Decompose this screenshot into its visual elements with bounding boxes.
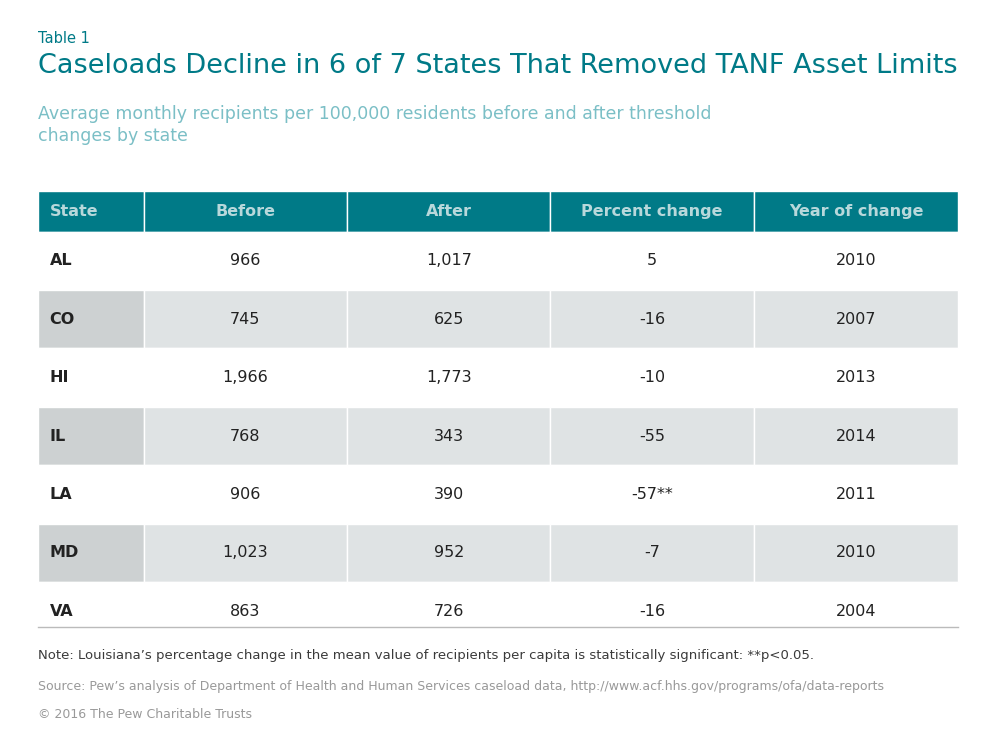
Text: 745: 745 xyxy=(230,312,260,327)
Text: 390: 390 xyxy=(434,487,464,502)
Text: © 2016 The Pew Charitable Trusts: © 2016 The Pew Charitable Trusts xyxy=(38,708,251,721)
Text: Table 1: Table 1 xyxy=(38,31,89,46)
Text: 2004: 2004 xyxy=(836,604,876,619)
Text: 1,023: 1,023 xyxy=(223,545,268,560)
Text: -55: -55 xyxy=(640,428,665,444)
Text: -16: -16 xyxy=(640,604,665,619)
Text: Note: Louisiana’s percentage change in the mean value of recipients per capita i: Note: Louisiana’s percentage change in t… xyxy=(38,649,814,662)
Text: 863: 863 xyxy=(230,604,260,619)
Text: 5: 5 xyxy=(647,253,657,269)
Text: 1,773: 1,773 xyxy=(426,370,471,385)
Text: MD: MD xyxy=(50,545,79,560)
Text: 906: 906 xyxy=(230,487,260,502)
Text: 2013: 2013 xyxy=(836,370,876,385)
Text: 2010: 2010 xyxy=(836,545,876,560)
Text: 2010: 2010 xyxy=(836,253,876,269)
Text: 966: 966 xyxy=(230,253,260,269)
Text: AL: AL xyxy=(50,253,72,269)
Text: 2014: 2014 xyxy=(836,428,876,444)
Text: Before: Before xyxy=(215,204,275,219)
Text: Average monthly recipients per 100,000 residents before and after threshold
chan: Average monthly recipients per 100,000 r… xyxy=(38,105,711,146)
Text: IL: IL xyxy=(50,428,65,444)
Text: After: After xyxy=(426,204,471,219)
Text: 1,966: 1,966 xyxy=(223,370,268,385)
Text: 2011: 2011 xyxy=(836,487,876,502)
Text: -16: -16 xyxy=(640,312,665,327)
Text: 952: 952 xyxy=(434,545,464,560)
Text: -10: -10 xyxy=(640,370,665,385)
Text: Percent change: Percent change xyxy=(581,204,723,219)
Text: 2007: 2007 xyxy=(836,312,876,327)
Text: VA: VA xyxy=(50,604,73,619)
Text: 726: 726 xyxy=(434,604,464,619)
Text: 768: 768 xyxy=(230,428,260,444)
Text: LA: LA xyxy=(50,487,72,502)
Text: -57**: -57** xyxy=(632,487,673,502)
Text: -7: -7 xyxy=(644,545,660,560)
Text: 1,017: 1,017 xyxy=(426,253,471,269)
Text: Source: Pew’s analysis of Department of Health and Human Services caseload data,: Source: Pew’s analysis of Department of … xyxy=(38,680,884,693)
Text: 625: 625 xyxy=(434,312,464,327)
Text: State: State xyxy=(50,204,98,219)
Text: HI: HI xyxy=(50,370,69,385)
Text: CO: CO xyxy=(50,312,75,327)
Text: Caseloads Decline in 6 of 7 States That Removed TANF Asset Limits: Caseloads Decline in 6 of 7 States That … xyxy=(38,53,957,79)
Text: 343: 343 xyxy=(434,428,463,444)
Text: Year of change: Year of change xyxy=(789,204,924,219)
